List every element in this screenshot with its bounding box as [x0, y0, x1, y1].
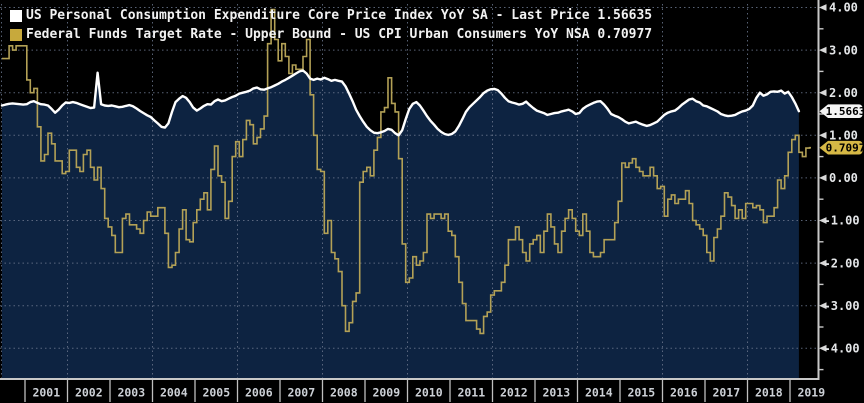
plot-area[interactable]: [0, 0, 819, 379]
core-pce-line: [0, 69, 801, 137]
fedfunds-minus-cpi-step-line: [2, 8, 811, 335]
axis-tick-arrow-icon: [819, 344, 827, 352]
x-axis-year-label: 2001: [32, 386, 60, 400]
x-axis-year-label: 2007: [287, 386, 315, 400]
axis-tick-arrow-icon: [819, 4, 827, 11]
x-axis-year-label: 2012: [500, 386, 528, 400]
pce-series-swatch-icon: [10, 9, 22, 22]
axis-tick-arrow-icon: [819, 302, 827, 310]
x-axis-year-label: 2015: [627, 386, 655, 400]
y-axis-label: 3.00: [829, 43, 858, 57]
x-axis-year-label: 2016: [670, 386, 698, 400]
x-axis-year-label: 2013: [542, 386, 570, 400]
y-axis-label: -3.00: [824, 299, 860, 313]
axis-tick-arrow-icon: [819, 131, 827, 139]
x-axis-year-label: 2014: [585, 386, 613, 400]
pce-last-price-badge: 1.5663: [819, 104, 864, 118]
fedfunds-series-swatch-icon: [10, 28, 22, 41]
axis-tick-arrow-icon: [819, 174, 827, 182]
y-axis-label: 1.00: [829, 129, 858, 143]
svg-text:0.7097: 0.7097: [826, 142, 864, 155]
axis-tick-arrow-icon: [819, 89, 827, 97]
axis-tick-arrow-icon: [819, 259, 827, 267]
x-axis-year-label: 2018: [755, 386, 783, 400]
legend-item-pce[interactable]: US Personal Consumption Expenditure Core…: [10, 6, 652, 25]
x-axis: 2001 2002 2003 2004 2005 2006 2007 2008 2009 2010…: [0, 378, 825, 402]
gridlines: [0, 4, 817, 378]
svg-text:1.5663: 1.5663: [826, 105, 864, 118]
legend-item-fedfunds-cpi[interactable]: Federal Funds Target Rate - Upper Bound …: [10, 25, 652, 44]
y-axis-label: -4.00: [824, 342, 860, 356]
pce-area-fill: [1, 70, 799, 378]
right-axis: 4.00 3.00 2.00 1.00 0.00 -1.00 -2.00 -3.00 -4.00…: [817, 0, 864, 380]
fedfunds-cpi-last-value-badge: 0.7097: [819, 140, 864, 155]
y-axis-label: -2.00: [824, 256, 860, 270]
x-axis-year-label: 2006: [245, 386, 273, 400]
axis-tick-arrow-icon: [819, 46, 827, 54]
x-axis-year-label: 2017: [712, 386, 740, 400]
legend-label-pce: US Personal Consumption Expenditure Core…: [26, 8, 653, 23]
axis-tick-arrow-icon: [819, 217, 827, 224]
legend-label-fedfunds-cpi: Federal Funds Target Rate - Upper Bound …: [26, 27, 653, 42]
y-axis-label: 4.00: [829, 1, 858, 15]
chart-legend: US Personal Consumption Expenditure Core…: [10, 6, 652, 44]
x-axis-year-label: 2019: [797, 386, 825, 400]
x-axis-year-label: 2008: [330, 386, 358, 400]
x-axis-year-label: 2004: [160, 386, 188, 400]
x-axis-year-label: 2011: [457, 386, 485, 400]
y-axis-label: 2.00: [829, 86, 858, 100]
y-axis-label: 0.00: [829, 171, 858, 185]
x-axis-year-label: 2005: [202, 386, 230, 400]
x-axis-year-label: 2003: [117, 386, 145, 400]
x-axis-year-label: 2010: [415, 386, 443, 400]
y-axis-label: -1.00: [824, 214, 860, 228]
x-axis-year-label: 2009: [372, 386, 400, 400]
x-axis-year-label: 2002: [75, 386, 103, 400]
